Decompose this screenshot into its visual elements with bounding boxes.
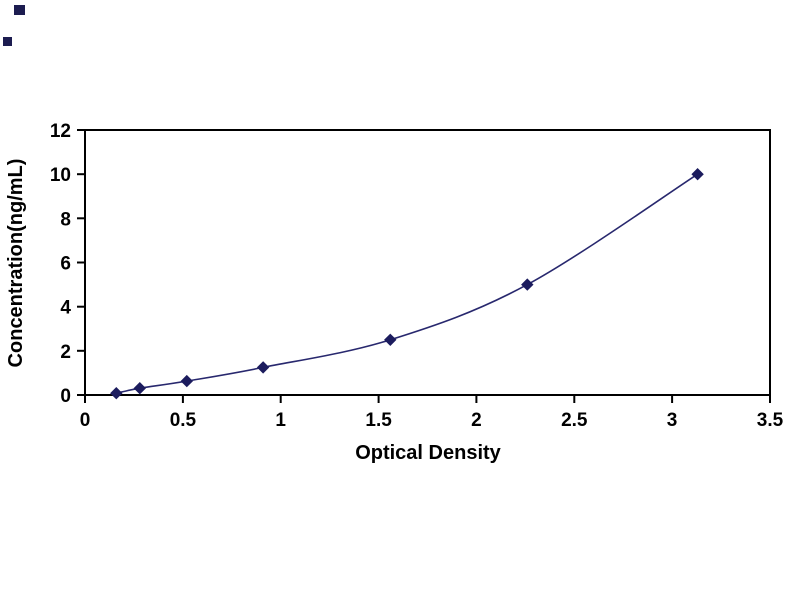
plot-border <box>84 129 771 396</box>
y-tick-label: 8 <box>60 209 71 230</box>
data-point-marker <box>180 374 194 388</box>
x-tick-label: 1 <box>275 410 286 431</box>
y-axis-title: Concentration(ng/mL) <box>5 159 27 368</box>
x-axis-title: Optical Density <box>355 442 501 464</box>
x-tick-label: 0 <box>80 410 91 431</box>
y-tick-label: 12 <box>50 121 71 142</box>
data-point-marker <box>256 361 270 374</box>
x-tick-label: 2 <box>471 410 482 431</box>
data-point-marker <box>133 381 147 395</box>
y-tick-label: 10 <box>50 165 71 186</box>
data-point-marker <box>521 278 534 291</box>
stray-mark <box>14 5 25 15</box>
x-tick-label: 3.5 <box>757 410 784 431</box>
series-line <box>116 173 699 394</box>
y-tick-label: 4 <box>60 298 71 319</box>
x-tick-label: 1.5 <box>365 410 392 431</box>
y-tick-label: 0 <box>60 386 71 407</box>
y-tick-label: 6 <box>60 254 71 275</box>
y-tick-label: 2 <box>60 342 71 363</box>
plot-layer: 0 0.5 1 1.5 2 2.5 3 3.5 0 2 4 6 8 10 12 <box>50 121 784 431</box>
data-point-marker <box>691 167 704 181</box>
x-tick-label: 2.5 <box>561 410 588 431</box>
x-tick-label: 0.5 <box>170 410 197 431</box>
x-tick-label: 3 <box>667 410 678 431</box>
stray-mark <box>3 37 12 46</box>
data-point-marker <box>384 333 397 347</box>
data-point-marker <box>110 386 123 400</box>
